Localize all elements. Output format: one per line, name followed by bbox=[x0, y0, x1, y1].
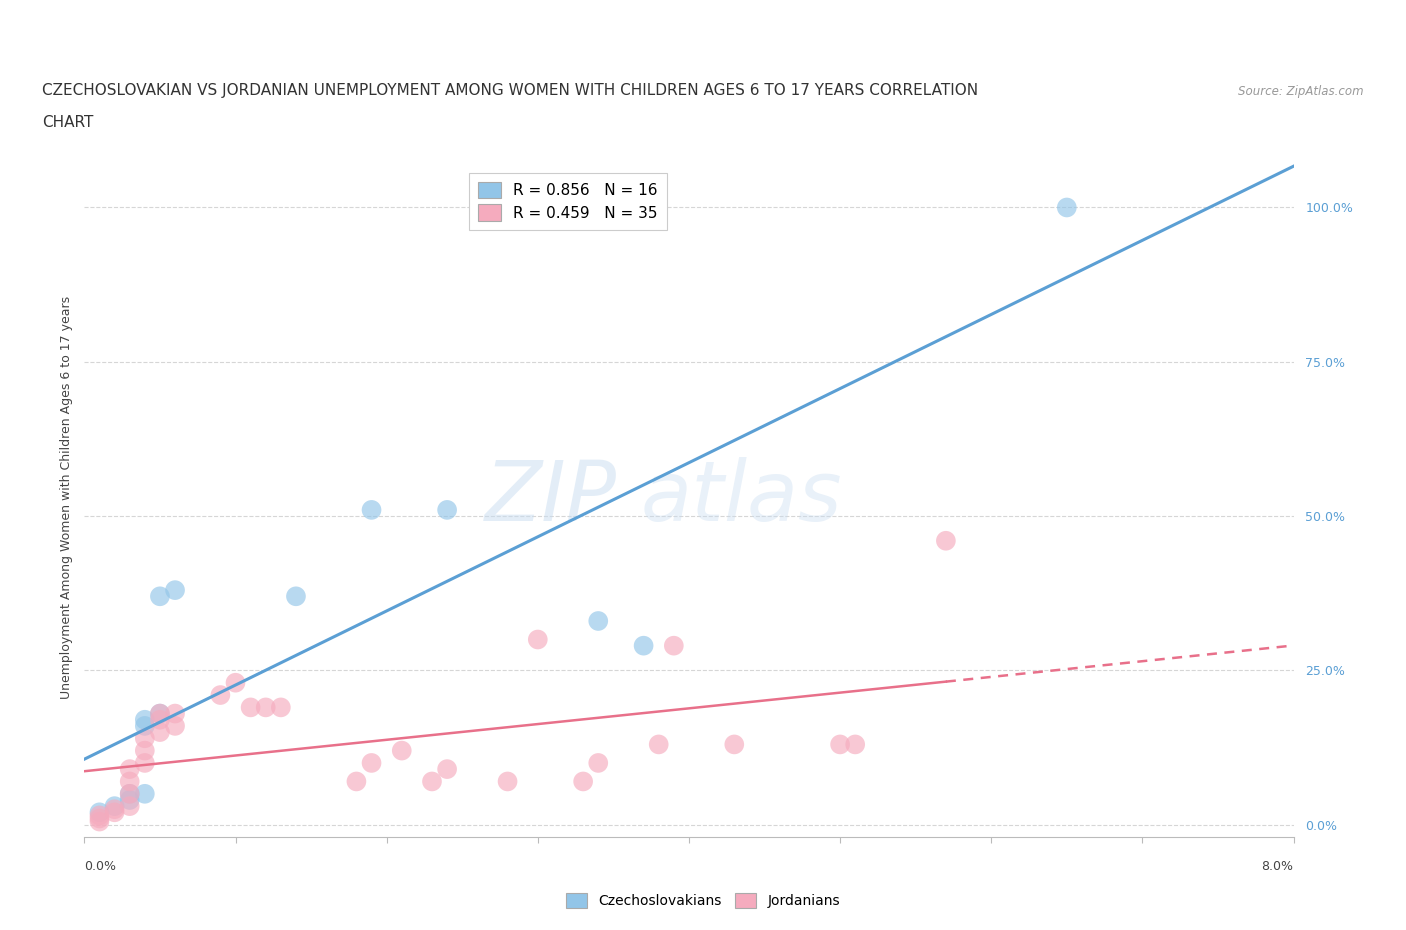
Point bbox=[527, 632, 550, 647]
Point bbox=[633, 638, 655, 653]
Point bbox=[844, 737, 866, 751]
Point bbox=[420, 774, 443, 789]
Point bbox=[436, 762, 458, 777]
Point bbox=[360, 502, 382, 517]
Point bbox=[254, 700, 277, 715]
Text: Source: ZipAtlas.com: Source: ZipAtlas.com bbox=[1239, 85, 1364, 98]
Point bbox=[360, 755, 382, 770]
Point bbox=[118, 787, 141, 802]
Point bbox=[118, 792, 141, 807]
Point bbox=[225, 675, 247, 690]
Text: ZIP: ZIP bbox=[485, 457, 616, 538]
Point bbox=[134, 719, 156, 734]
Y-axis label: Unemployment Among Women with Children Ages 6 to 17 years: Unemployment Among Women with Children A… bbox=[60, 296, 73, 699]
Point bbox=[346, 774, 368, 789]
Point bbox=[165, 719, 187, 734]
Point bbox=[662, 638, 685, 653]
Point bbox=[149, 724, 172, 739]
Point bbox=[588, 755, 610, 770]
Point bbox=[104, 804, 127, 819]
Text: CZECHOSLOVAKIAN VS JORDANIAN UNEMPLOYMENT AMONG WOMEN WITH CHILDREN AGES 6 TO 17: CZECHOSLOVAKIAN VS JORDANIAN UNEMPLOYMEN… bbox=[42, 83, 979, 98]
Text: 0.0%: 0.0% bbox=[84, 859, 117, 872]
Point bbox=[284, 589, 308, 604]
Point bbox=[165, 706, 187, 721]
Point bbox=[588, 614, 610, 629]
Point bbox=[572, 774, 595, 789]
Point bbox=[165, 583, 187, 598]
Point bbox=[239, 700, 262, 715]
Point bbox=[134, 743, 156, 758]
Point bbox=[391, 743, 413, 758]
Point bbox=[436, 502, 458, 517]
Point bbox=[830, 737, 852, 751]
Point bbox=[134, 787, 156, 802]
Point bbox=[89, 814, 111, 829]
Point bbox=[134, 712, 156, 727]
Point bbox=[89, 804, 111, 819]
Point bbox=[935, 533, 957, 548]
Text: CHART: CHART bbox=[42, 115, 94, 130]
Point bbox=[149, 712, 172, 727]
Point bbox=[209, 687, 232, 702]
Point bbox=[149, 589, 172, 604]
Point bbox=[118, 774, 141, 789]
Point bbox=[89, 811, 111, 826]
Point bbox=[149, 706, 172, 721]
Point bbox=[149, 706, 172, 721]
Point bbox=[89, 808, 111, 823]
Point bbox=[118, 799, 141, 814]
Legend: R = 0.856   N = 16, R = 0.459   N = 35: R = 0.856 N = 16, R = 0.459 N = 35 bbox=[470, 173, 666, 231]
Point bbox=[104, 802, 127, 817]
Point bbox=[270, 700, 292, 715]
Point bbox=[723, 737, 745, 751]
Point bbox=[118, 787, 141, 802]
Point bbox=[1056, 200, 1078, 215]
Text: 8.0%: 8.0% bbox=[1261, 859, 1294, 872]
Point bbox=[496, 774, 519, 789]
Point bbox=[118, 762, 141, 777]
Point bbox=[134, 755, 156, 770]
Text: atlas: atlas bbox=[641, 457, 842, 538]
Point bbox=[104, 799, 127, 814]
Legend: Czechoslovakians, Jordanians: Czechoslovakians, Jordanians bbox=[561, 887, 845, 914]
Point bbox=[647, 737, 671, 751]
Point bbox=[134, 731, 156, 746]
